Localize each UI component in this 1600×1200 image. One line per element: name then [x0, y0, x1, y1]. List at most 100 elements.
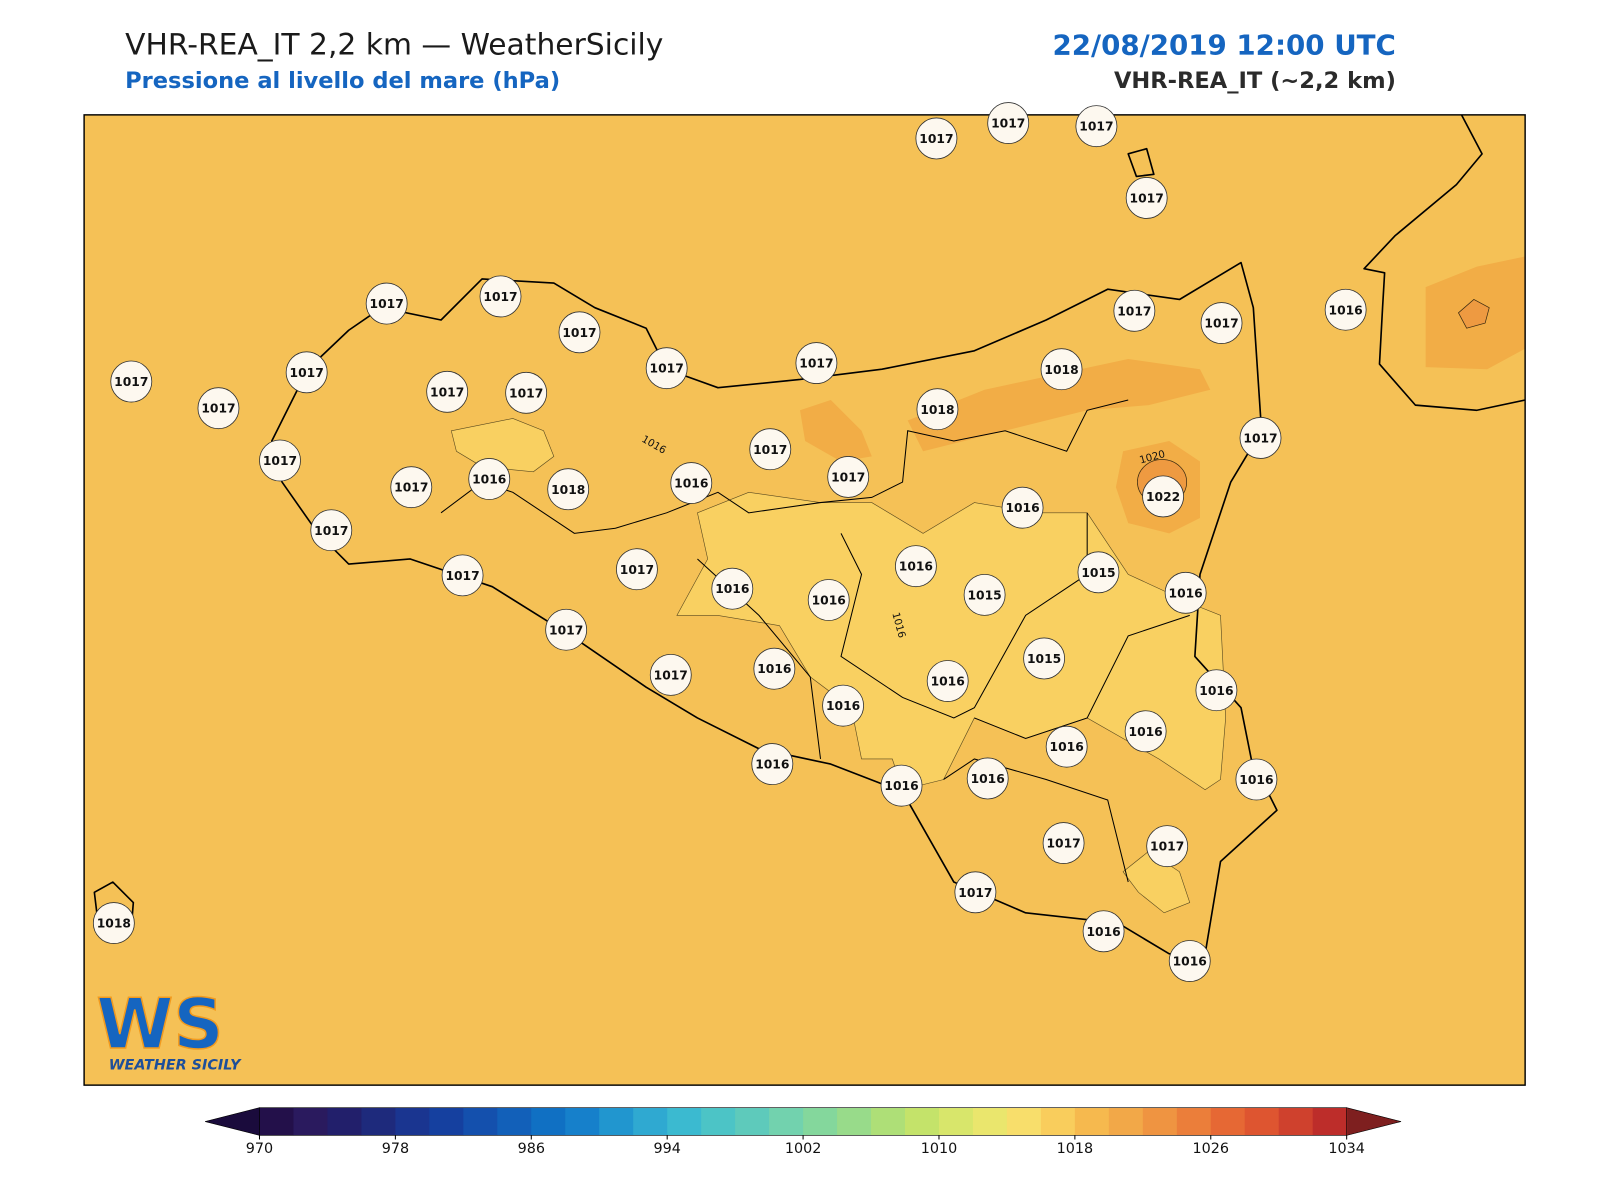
colorbar-band [497, 1107, 532, 1136]
province-borders [440, 399, 1190, 883]
station-value: 1022 [1146, 490, 1180, 504]
station-marker [558, 311, 601, 354]
colorbar-band [701, 1107, 736, 1136]
station-marker [749, 428, 792, 471]
station-marker [894, 545, 937, 588]
colorbar-band [1210, 1107, 1246, 1136]
station-marker [616, 548, 658, 591]
station-marker [1124, 710, 1167, 753]
colorbar-tick-label: 978 [382, 1141, 409, 1157]
station-value: 1017 [1130, 191, 1164, 205]
station-value: 1017 [1204, 317, 1238, 331]
station-value: 1017 [1117, 304, 1151, 318]
station-value: 1017 [549, 623, 583, 637]
contour-area [907, 358, 1211, 452]
station-value: 1017 [290, 366, 324, 380]
station-value: 1016 [1050, 740, 1084, 754]
station-marker [1200, 302, 1243, 344]
station-value: 1016 [472, 473, 506, 487]
station-value: 1017 [1243, 431, 1277, 445]
colorbar-band [565, 1107, 600, 1136]
station-marker [1040, 348, 1083, 391]
colorbar-band [1074, 1107, 1110, 1136]
station-value: 1017 [650, 362, 684, 376]
colorbar-band [803, 1107, 838, 1136]
station-marker [807, 579, 850, 621]
station-marker [365, 282, 408, 325]
station-marker [1077, 551, 1120, 594]
colorbar-tick-label: 1010 [921, 1141, 958, 1157]
colorbar-tick-label: 970 [246, 1141, 273, 1157]
station-marker [1113, 289, 1156, 332]
date: 22/08/2019 12:00 UTC [1052, 28, 1395, 61]
colorbar-tick-label: 994 [653, 1141, 680, 1157]
station-value: 1015 [1081, 566, 1115, 580]
colorbar: 970 978 986 994 1002 1010 1018 1026 1034 [205, 1107, 1402, 1157]
station-value: 1017 [314, 524, 348, 538]
station-value: 1017 [1046, 837, 1080, 851]
station-value: 1016 [1005, 501, 1039, 515]
station-value: 1017 [483, 290, 517, 304]
colorbar-band [531, 1107, 566, 1136]
station-value: 1018 [551, 483, 585, 497]
coastline-calabria [1363, 114, 1526, 412]
station-marker [987, 102, 1030, 144]
station-value: 1016 [971, 772, 1005, 786]
station-marker [92, 902, 135, 944]
station-value: 1016 [757, 662, 791, 676]
stations: 1017 1017 1017 1017 1017 1017 1017 1017 1017 1017… [92, 102, 1367, 982]
station-marker [1324, 288, 1367, 331]
colorbar-band [1040, 1107, 1076, 1136]
colorbar-tick-label: 1018 [1057, 1141, 1094, 1157]
station-marker [426, 370, 469, 413]
station-value: 1018 [920, 403, 954, 417]
station-value: 1015 [967, 588, 1001, 602]
colorbar-band [395, 1107, 430, 1136]
colorbar-band [1312, 1107, 1348, 1136]
contour-area [800, 400, 872, 462]
station-value: 1018 [1044, 363, 1078, 377]
model: VHR-REA_IT (~2,2 km) [1114, 68, 1396, 94]
colorbar-band [871, 1107, 906, 1136]
station-value: 1017 [430, 385, 464, 399]
colorbar-band [1108, 1107, 1144, 1136]
colorbar-band [905, 1107, 940, 1136]
station-value: 1017 [370, 297, 404, 311]
colorbar-tick-label: 1026 [1193, 1141, 1230, 1157]
colorbar-band [463, 1107, 498, 1136]
station-marker [963, 573, 1006, 616]
station-value: 1016 [755, 758, 789, 772]
station-value: 1016 [674, 477, 708, 491]
station-marker [505, 371, 548, 414]
colorbar-band [1142, 1107, 1178, 1136]
colorbar-band [1006, 1107, 1042, 1136]
contour-area [450, 418, 555, 473]
station-marker [1042, 822, 1085, 864]
station-value: 1017 [831, 470, 865, 484]
station-value: 1017 [799, 357, 833, 371]
colorbar-band [837, 1107, 872, 1136]
station-marker [479, 275, 522, 318]
colorbar-band [1244, 1107, 1280, 1136]
station-value: 1017 [919, 132, 953, 146]
colorbar-tick-label: 1034 [1328, 1141, 1365, 1157]
coastline-island [1127, 147, 1155, 178]
station-marker [954, 871, 997, 914]
station-value: 1016 [1239, 773, 1273, 787]
station-value: 1016 [931, 675, 965, 689]
station-value: 1016 [812, 594, 846, 608]
station-marker [547, 468, 590, 511]
station-value: 1016 [715, 582, 749, 596]
station-marker [915, 117, 958, 160]
station-value: 1018 [97, 917, 131, 931]
station-value: 1016 [1169, 586, 1203, 600]
colorbar-band [1278, 1107, 1314, 1136]
logo-mark: WS [96, 984, 223, 1065]
station-value: 1017 [1150, 840, 1184, 854]
contour-area [1458, 299, 1490, 329]
station-marker [441, 554, 484, 597]
station-marker [259, 439, 301, 482]
station-value: 1016 [1129, 725, 1163, 739]
